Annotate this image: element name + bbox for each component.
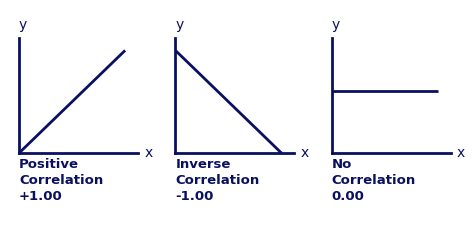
Text: y: y <box>175 18 183 32</box>
Text: No
Correlation
0.00: No Correlation 0.00 <box>332 158 416 203</box>
Text: x: x <box>301 146 309 160</box>
Text: y: y <box>19 18 27 32</box>
Text: Positive
Correlation
+1.00: Positive Correlation +1.00 <box>19 158 103 203</box>
Text: x: x <box>144 146 153 160</box>
Text: Inverse
Correlation
-1.00: Inverse Correlation -1.00 <box>175 158 260 203</box>
Text: x: x <box>457 146 465 160</box>
Text: y: y <box>332 18 340 32</box>
